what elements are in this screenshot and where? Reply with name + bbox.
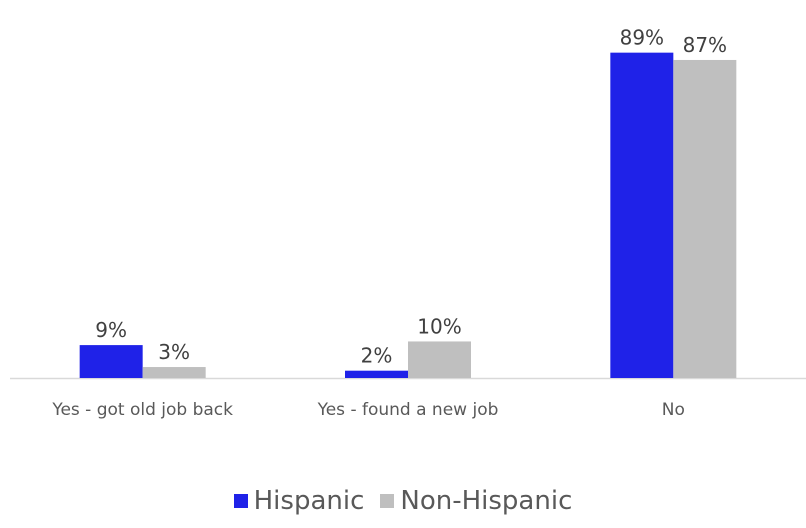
category-label-1: Yes - found a new job bbox=[317, 400, 499, 420]
bar-hispanic-1 bbox=[345, 370, 408, 378]
category-label-2: No bbox=[662, 400, 685, 420]
legend-item-hispanic: Hispanic bbox=[233, 486, 365, 516]
legend-label-non-hispanic: Non-Hispanic bbox=[400, 486, 573, 516]
bar-non-hispanic-0 bbox=[142, 367, 206, 378]
legend-swatch-hispanic bbox=[233, 494, 248, 508]
bar-hispanic-0 bbox=[79, 345, 143, 378]
bar-non-hispanic-1 bbox=[408, 341, 471, 378]
data-label-hispanic-0: 9% bbox=[95, 318, 127, 342]
data-label-hispanic-2: 89% bbox=[620, 26, 664, 50]
legend-swatch-non-hispanic bbox=[380, 494, 395, 508]
data-label-non-hispanic-0: 3% bbox=[158, 340, 190, 364]
legend: Hispanic Non-Hispanic bbox=[0, 486, 806, 516]
bar-hispanic-2 bbox=[610, 52, 674, 379]
data-label-non-hispanic-1: 10% bbox=[417, 314, 461, 338]
category-label-0: Yes - got old job back bbox=[51, 400, 233, 420]
legend-item-non-hispanic: Non-Hispanic bbox=[380, 486, 572, 516]
data-label-non-hispanic-2: 87% bbox=[683, 33, 727, 57]
bar-non-hispanic-2 bbox=[673, 59, 737, 378]
legend-label-hispanic: Hispanic bbox=[253, 486, 365, 516]
data-label-hispanic-1: 2% bbox=[361, 344, 393, 368]
